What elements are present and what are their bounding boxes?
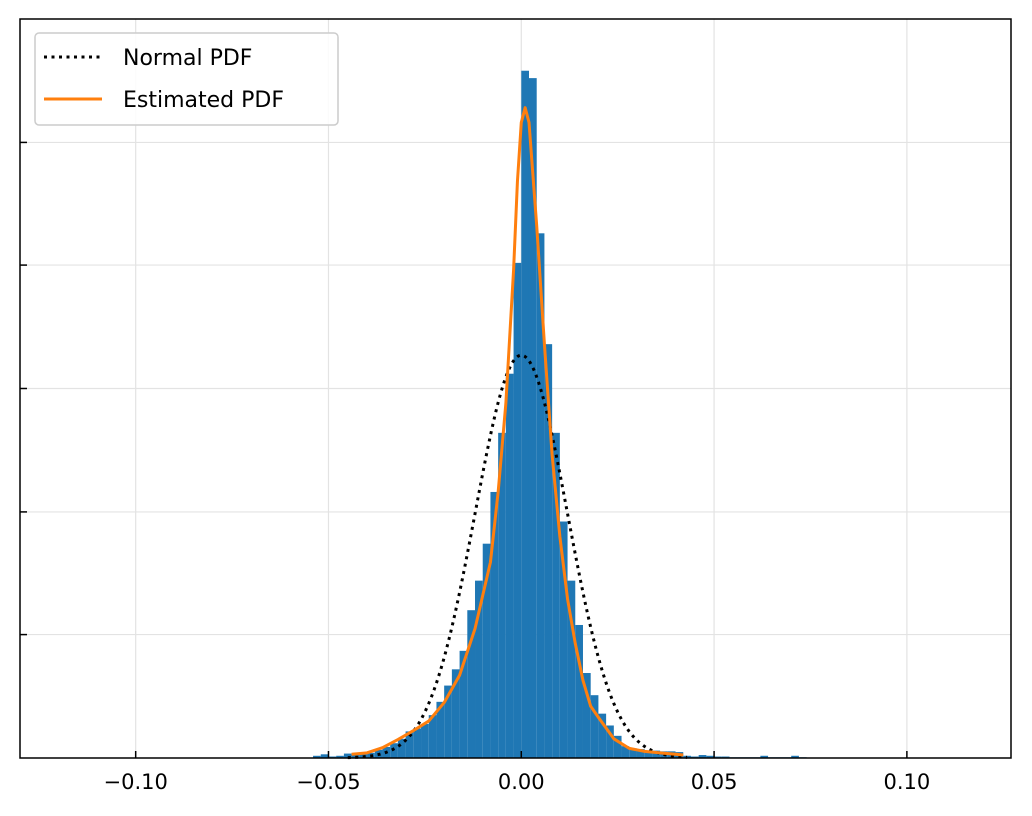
histogram-bar xyxy=(413,728,422,758)
histogram-bar xyxy=(528,78,537,759)
histogram-bar xyxy=(428,715,437,758)
x-tick-label: 0.05 xyxy=(691,770,738,794)
axis-ticks: −0.10 −0.05 0.00 0.05 0.10 xyxy=(20,141,931,794)
histogram-bar xyxy=(706,755,715,758)
histogram-bar xyxy=(644,750,653,758)
histogram-bar xyxy=(336,755,344,758)
normal-pdf-line xyxy=(347,353,688,760)
histogram-bar xyxy=(606,725,614,758)
histogram-bar xyxy=(444,685,452,758)
histogram-bar xyxy=(313,755,321,758)
x-tick-label: 0.10 xyxy=(884,770,931,794)
histogram-bar xyxy=(544,344,553,758)
histogram-bar xyxy=(513,262,522,758)
histogram-bars xyxy=(313,70,807,759)
histogram-bar xyxy=(698,755,707,758)
histogram-bar xyxy=(390,743,398,758)
histogram-bar xyxy=(397,738,406,758)
legend-box xyxy=(34,32,339,126)
histogram-bar xyxy=(575,624,583,758)
legend: Normal PDF Estimated PDF xyxy=(34,32,339,126)
histogram-bar xyxy=(421,724,429,758)
histogram-bar xyxy=(636,749,645,758)
histogram-bar xyxy=(567,580,576,758)
histogram-bar xyxy=(521,70,529,759)
histogram-bar xyxy=(621,746,630,758)
histogram-bar xyxy=(629,748,637,758)
histogram-bar xyxy=(498,432,506,758)
x-tick-label: 0.00 xyxy=(498,770,545,794)
histogram-bar xyxy=(475,580,483,758)
histogram-bar xyxy=(320,754,329,758)
histogram-bar xyxy=(598,713,607,758)
histogram-bar xyxy=(436,701,445,758)
histogram-bar xyxy=(652,750,661,758)
density-curves xyxy=(347,106,688,760)
histogram-bar xyxy=(459,650,468,758)
histogram-bar xyxy=(490,491,499,758)
histogram-bar xyxy=(590,695,599,758)
histogram-bar xyxy=(505,373,514,758)
histogram-bar xyxy=(582,673,591,758)
x-tick-label: −0.05 xyxy=(296,770,360,794)
histogram-bar xyxy=(536,233,545,758)
histogram-bar xyxy=(559,521,568,758)
histogram-bar xyxy=(343,753,352,758)
histogram-bar xyxy=(613,735,622,758)
histogram-bar xyxy=(791,755,799,758)
histogram-bar xyxy=(451,669,460,758)
legend-estimated-pdf-label: Estimated PDF xyxy=(123,88,284,113)
histogram-bar xyxy=(405,731,414,758)
estimated-pdf-line xyxy=(351,106,684,757)
x-tick-label: −0.10 xyxy=(104,770,168,794)
histogram-bar xyxy=(760,755,769,758)
histogram-bar xyxy=(467,610,476,758)
legend-normal-pdf-label: Normal PDF xyxy=(123,46,252,71)
histogram-bar xyxy=(552,432,560,758)
histogram-bar xyxy=(482,543,491,758)
